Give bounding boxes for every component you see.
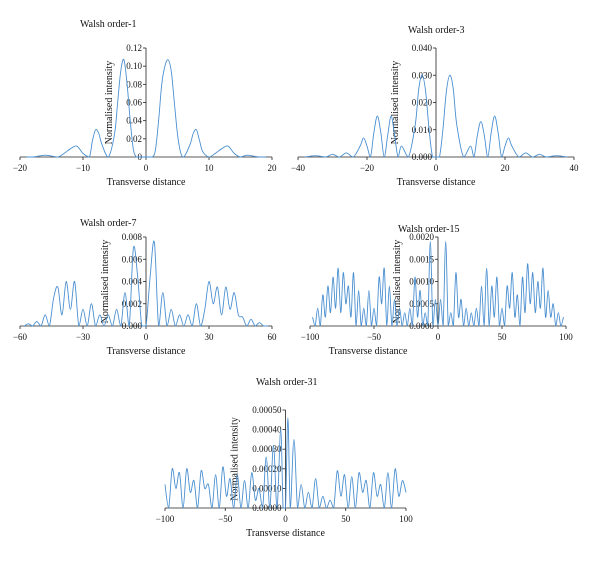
- chart-panel-4: Walsh order-15 −100 −50 0 50 100 0.0000 0.0005 0…: [301, 224, 574, 357]
- x-tick-label: 0: [144, 163, 149, 173]
- y-tick-label: 0.000: [122, 321, 143, 331]
- y-tick-label: 0.004: [122, 277, 143, 287]
- chart-title: Walsh order-1: [80, 19, 136, 30]
- y-tick-label: 0.002: [122, 299, 142, 309]
- x-tick-label: −40: [291, 163, 306, 173]
- chart-panel-5: Walsh order-31 −100 −50 0 50 100 0.00000 0.0001…: [156, 377, 414, 539]
- x-tick-label: 0: [283, 514, 288, 524]
- x-axis-label: Transverse distance: [246, 528, 325, 539]
- x-axis-label: Transverse distance: [329, 346, 408, 357]
- x-tick-label: 50: [341, 514, 351, 524]
- x-tick-label: 20: [268, 163, 278, 173]
- y-axis-label: Normalised intensity: [392, 240, 403, 324]
- x-tick-label: 0: [144, 332, 149, 342]
- series-line: [23, 240, 268, 327]
- y-tick-label: 0.010: [412, 125, 433, 135]
- series-line: [26, 58, 266, 158]
- y-tick-label: 0.008: [122, 232, 143, 242]
- chart-panel-3: Walsh order-7 −60 −30 0 30 60 0.000 0.002 0.004 0…: [13, 218, 277, 357]
- series-line: [304, 74, 568, 158]
- chart-title: Walsh order-31: [256, 377, 317, 388]
- x-tick-label: −50: [367, 332, 382, 342]
- x-tick-label: 40: [570, 163, 580, 173]
- y-axis-label: Normalised intensity: [390, 61, 401, 145]
- y-tick-label: 0.00030: [252, 444, 282, 454]
- y-axis-label: Normalised intensity: [230, 417, 241, 501]
- x-tick-label: −60: [13, 332, 28, 342]
- y-tick-label: 0.040: [412, 43, 433, 53]
- x-tick-label: −100: [156, 514, 175, 524]
- x-tick-label: 30: [205, 332, 215, 342]
- chart-panel-1: Walsh order-1−20 −10 0 10 2000.020.040.060.0…: [13, 19, 277, 188]
- x-tick-label: −50: [218, 514, 233, 524]
- y-tick-label: 0.0000: [409, 321, 434, 331]
- x-tick-label: 60: [268, 332, 278, 342]
- x-tick-label: 10: [205, 163, 215, 173]
- x-tick-label: −10: [76, 163, 91, 173]
- y-axis-label: Normalised intensity: [104, 61, 115, 145]
- chart-panel-2: Walsh order-3 −40 −20 0 20 40 0.000 0.010 0.020 0…: [291, 25, 579, 188]
- y-tick-label: 0.00010: [252, 483, 282, 493]
- y-tick-label: 0.0020: [409, 232, 434, 242]
- x-tick-label: 0: [434, 163, 439, 173]
- y-tick-label: 0.10: [126, 61, 142, 71]
- x-tick-label: −30: [76, 332, 91, 342]
- y-tick-label: 0.08: [126, 79, 142, 89]
- chart-title: Walsh order-3: [408, 25, 464, 36]
- y-tick-label: 0.000: [412, 152, 433, 162]
- x-axis-label: Transverse distance: [107, 346, 186, 357]
- x-tick-label: 50: [498, 332, 508, 342]
- y-tick-label: 0.06: [126, 98, 142, 108]
- x-tick-label: 100: [559, 332, 573, 342]
- y-axis-label: Normalised intensity: [100, 240, 111, 324]
- y-tick-label: 0.020: [412, 98, 433, 108]
- y-tick-label: 0.12: [126, 43, 142, 53]
- y-tick-label: 0.0005: [409, 299, 434, 309]
- y-tick-label: 0.00050: [252, 405, 282, 415]
- y-tick-label: 0.02: [126, 134, 142, 144]
- series-line: [312, 240, 564, 327]
- y-tick-label: 0.04: [126, 116, 142, 126]
- x-tick-label: 0: [436, 332, 441, 342]
- x-tick-label: −100: [301, 332, 320, 342]
- x-tick-label: 100: [399, 514, 413, 524]
- y-tick-label: 0.0010: [409, 277, 434, 287]
- x-tick-label: −20: [360, 163, 375, 173]
- x-axis-label: Transverse distance: [107, 177, 186, 188]
- x-tick-label: −20: [13, 163, 28, 173]
- y-tick-label: 0.0015: [409, 254, 434, 264]
- series-line: [164, 417, 407, 509]
- chart-title: Walsh order-15: [398, 224, 459, 235]
- y-tick-label: 0.00000: [252, 503, 282, 513]
- y-tick-label: 0.00040: [252, 425, 282, 435]
- x-tick-label: 20: [501, 163, 511, 173]
- x-axis-label: Transverse distance: [397, 177, 476, 188]
- chart-title: Walsh order-7: [80, 218, 136, 229]
